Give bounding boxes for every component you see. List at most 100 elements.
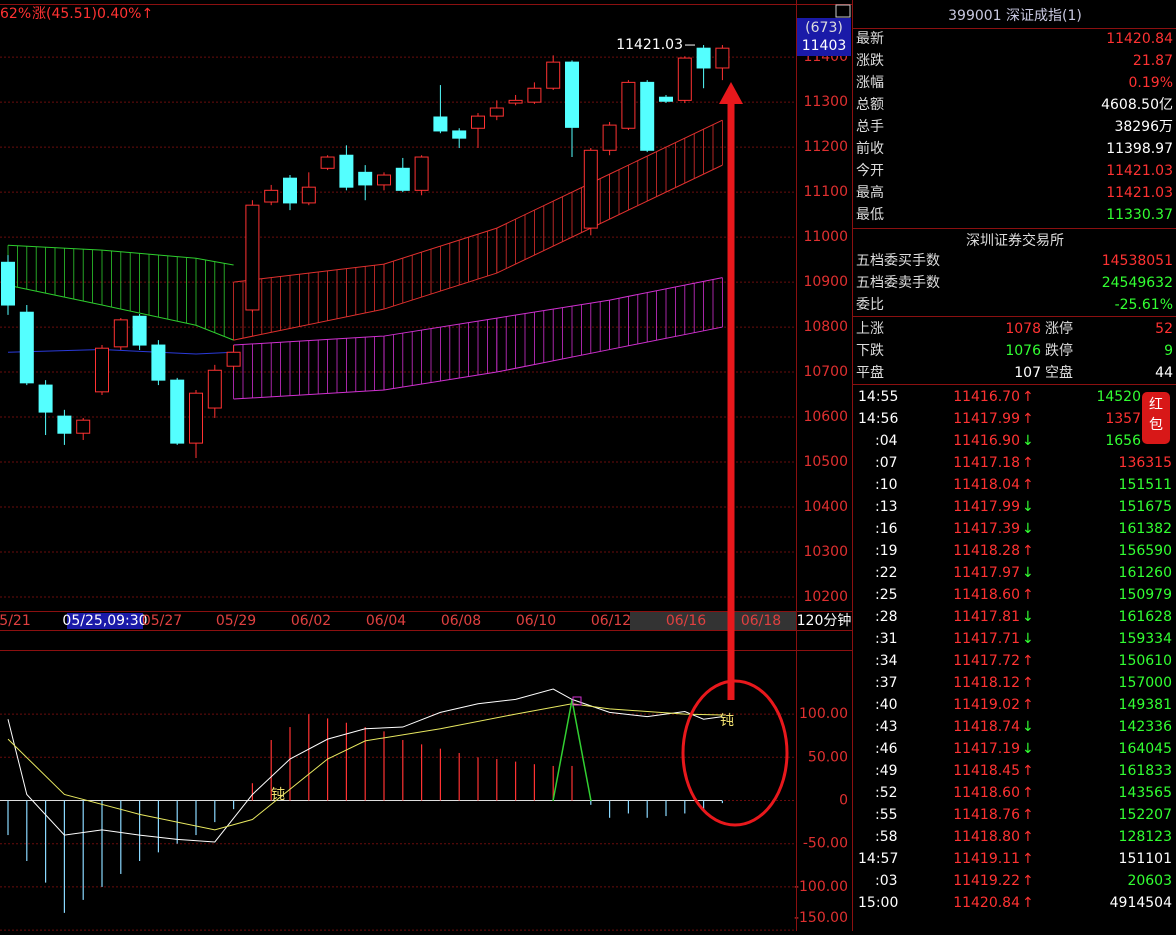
tick-price: 11417.99 xyxy=(953,499,1020,515)
tick-price: 11418.74 xyxy=(953,719,1020,735)
x-tick-label: 06/12 xyxy=(591,613,631,629)
x-tick-label: 05/27 xyxy=(142,613,182,629)
tick-price: 11417.18 xyxy=(953,455,1020,471)
candle-body xyxy=(377,174,391,186)
macd-line xyxy=(7,703,723,831)
tick-price: 11419.02 xyxy=(953,697,1020,713)
tick-price: 11416.70 xyxy=(953,389,1020,405)
tick-volume: 142336 xyxy=(1119,719,1173,735)
tick-volume: 161260 xyxy=(1119,565,1172,581)
order-label: 五档委买手数 xyxy=(856,253,940,269)
tick-time: :52 xyxy=(875,785,898,801)
window-button[interactable] xyxy=(835,4,851,18)
tick-volume: 161382 xyxy=(1119,521,1172,537)
candle-body xyxy=(283,177,297,204)
tick-volume: 161628 xyxy=(1119,609,1172,625)
tick-time: :03 xyxy=(875,873,898,889)
tick-time: :34 xyxy=(875,653,898,669)
tick-price: 11417.72 xyxy=(953,653,1020,669)
y-tick-label: 10700 xyxy=(803,364,848,380)
tick-arrow: ↑ xyxy=(1022,389,1034,405)
tick-price: 11417.71 xyxy=(953,631,1020,647)
y-tick-label: 10900 xyxy=(803,274,848,290)
candle-body xyxy=(358,171,373,186)
candle-body xyxy=(38,384,53,413)
quote-value: 11420.84 xyxy=(1106,31,1173,47)
tick-time: :46 xyxy=(875,741,898,757)
tick-arrow: ↑ xyxy=(1022,411,1034,427)
signal-marker xyxy=(572,696,582,706)
header-pct: 62% xyxy=(0,6,31,22)
candle-body xyxy=(226,351,241,367)
quote-value: 11421.03 xyxy=(1106,163,1173,179)
quote-value: 38296万 xyxy=(1114,119,1173,135)
candle-body xyxy=(301,186,316,204)
stat-value: 1078 xyxy=(1005,321,1041,337)
tick-volume: 149381 xyxy=(1119,697,1172,713)
tick-price: 11417.39 xyxy=(953,521,1020,537)
tick-volume: 164045 xyxy=(1119,741,1172,757)
x-tick-label: 06/02 xyxy=(291,613,331,629)
stat-label: 下跌 xyxy=(856,343,884,359)
tick-arrow: ↑ xyxy=(1022,895,1034,911)
candle-body xyxy=(640,81,655,151)
highlight-circle xyxy=(681,679,789,827)
cloud-upper xyxy=(233,119,723,283)
tick-time: 14:55 xyxy=(858,389,898,405)
tick-time: 14:57 xyxy=(858,851,898,867)
tick-arrow: ↑ xyxy=(1022,477,1034,493)
tick-volume: 14520 xyxy=(1096,389,1141,405)
y-tick-label: 11000 xyxy=(803,229,848,245)
quote-label: 涨幅 xyxy=(856,75,884,91)
cursor-date-box xyxy=(67,613,143,629)
candle-body xyxy=(19,311,34,384)
quote-label: 总额 xyxy=(856,97,884,113)
tick-price: 11418.28 xyxy=(953,543,1020,559)
tick-price: 11418.76 xyxy=(953,807,1020,823)
y-tick-label: 10400 xyxy=(803,499,848,515)
x-tick-label: 06/16 xyxy=(666,613,706,629)
y-tick-label: 11300 xyxy=(803,94,848,110)
badge-price: 11403 xyxy=(802,38,847,54)
tick-arrow: ↑ xyxy=(1022,697,1034,713)
candle-body xyxy=(320,156,335,169)
quote-label: 最高 xyxy=(856,184,884,201)
tick-time: :07 xyxy=(875,455,898,471)
stat-label: 上涨 xyxy=(856,321,884,337)
tick-price: 11420.84 xyxy=(953,895,1020,911)
last-price-label: 11421.03 xyxy=(616,37,683,53)
tick-arrow: ↓ xyxy=(1022,631,1034,647)
tick-arrow: ↑ xyxy=(1022,587,1034,603)
tick-arrow: ↑ xyxy=(1022,873,1034,889)
tick-price: 11418.12 xyxy=(953,675,1020,691)
order-label: 五档委卖手数 xyxy=(856,275,940,291)
candle-body xyxy=(471,115,485,129)
y-tick-label: 10300 xyxy=(803,544,848,560)
tick-volume: 151675 xyxy=(1119,499,1172,515)
candle-body xyxy=(715,47,730,69)
stat-value: 107 xyxy=(1014,365,1041,381)
red-packet[interactable] xyxy=(1142,392,1170,444)
tick-arrow: ↑ xyxy=(1022,807,1034,823)
date-highlight xyxy=(630,612,796,630)
tick-price: 11418.60 xyxy=(953,785,1020,801)
candle-body xyxy=(170,379,185,444)
x-tick-label: 06/18 xyxy=(741,613,781,629)
tick-time: 14:56 xyxy=(858,411,898,427)
tick-time: :28 xyxy=(875,609,898,625)
quote-value: 11330.37 xyxy=(1106,207,1173,223)
x-tick-label: 05/25,09:30 xyxy=(62,613,147,629)
tick-arrow: ↑ xyxy=(1022,675,1034,691)
y-tick-label: 100.00 xyxy=(799,706,848,722)
tick-volume: 157000 xyxy=(1119,675,1172,691)
x-tick-label: 5/21 xyxy=(0,613,31,629)
x-tick-label: 06/04 xyxy=(366,613,406,629)
candle-body xyxy=(433,116,448,132)
tick-price: 11418.60 xyxy=(953,587,1020,603)
cloud-lower xyxy=(7,284,234,341)
tick-volume: 156590 xyxy=(1119,543,1172,559)
stat-value: 52 xyxy=(1155,321,1173,337)
tick-volume: 128123 xyxy=(1119,829,1172,845)
